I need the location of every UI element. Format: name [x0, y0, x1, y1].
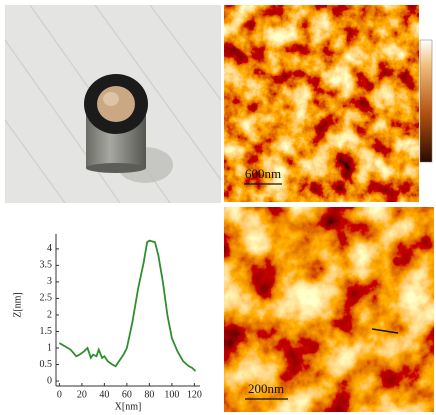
x-tick-label: 0: [57, 389, 62, 400]
x-axis-title: X[nm]: [115, 401, 142, 412]
x-tick-label: 20: [77, 389, 87, 400]
x-tick-label: 40: [99, 389, 109, 400]
x-tick-label: 80: [144, 389, 154, 400]
scale-bar-label: 200nm: [248, 381, 284, 396]
colorbar: [420, 40, 432, 162]
scale-bar-label: 600nm: [245, 166, 281, 181]
y-tick-label: 2.5: [40, 293, 53, 304]
data-line: [59, 241, 195, 372]
y-tick-label: 1.5: [40, 326, 53, 337]
photo: [5, 5, 221, 203]
y-axis-title: Z[nm]: [12, 292, 23, 318]
afm-zoom-image: 200nm: [224, 207, 434, 412]
y-tick-label: 3: [47, 276, 52, 287]
y-tick-label: 3.5: [40, 260, 53, 271]
figure: 600nm 200nm Z[nm] X[nm] 0 0.5 1 1.5 2 2.5 3 3.5…: [0, 0, 436, 415]
y-tick-label: 1: [47, 342, 52, 353]
afm-image: 600nm: [224, 5, 432, 202]
x-tick-label: 120: [187, 389, 202, 400]
x-tick-label: 100: [164, 389, 179, 400]
y-tick-label: 0: [47, 375, 52, 386]
y-tick-label: 4: [47, 243, 52, 254]
x-tick-label: 60: [122, 389, 132, 400]
y-tick-label: 2: [47, 309, 52, 320]
y-tick-label: 0.5: [40, 359, 53, 370]
